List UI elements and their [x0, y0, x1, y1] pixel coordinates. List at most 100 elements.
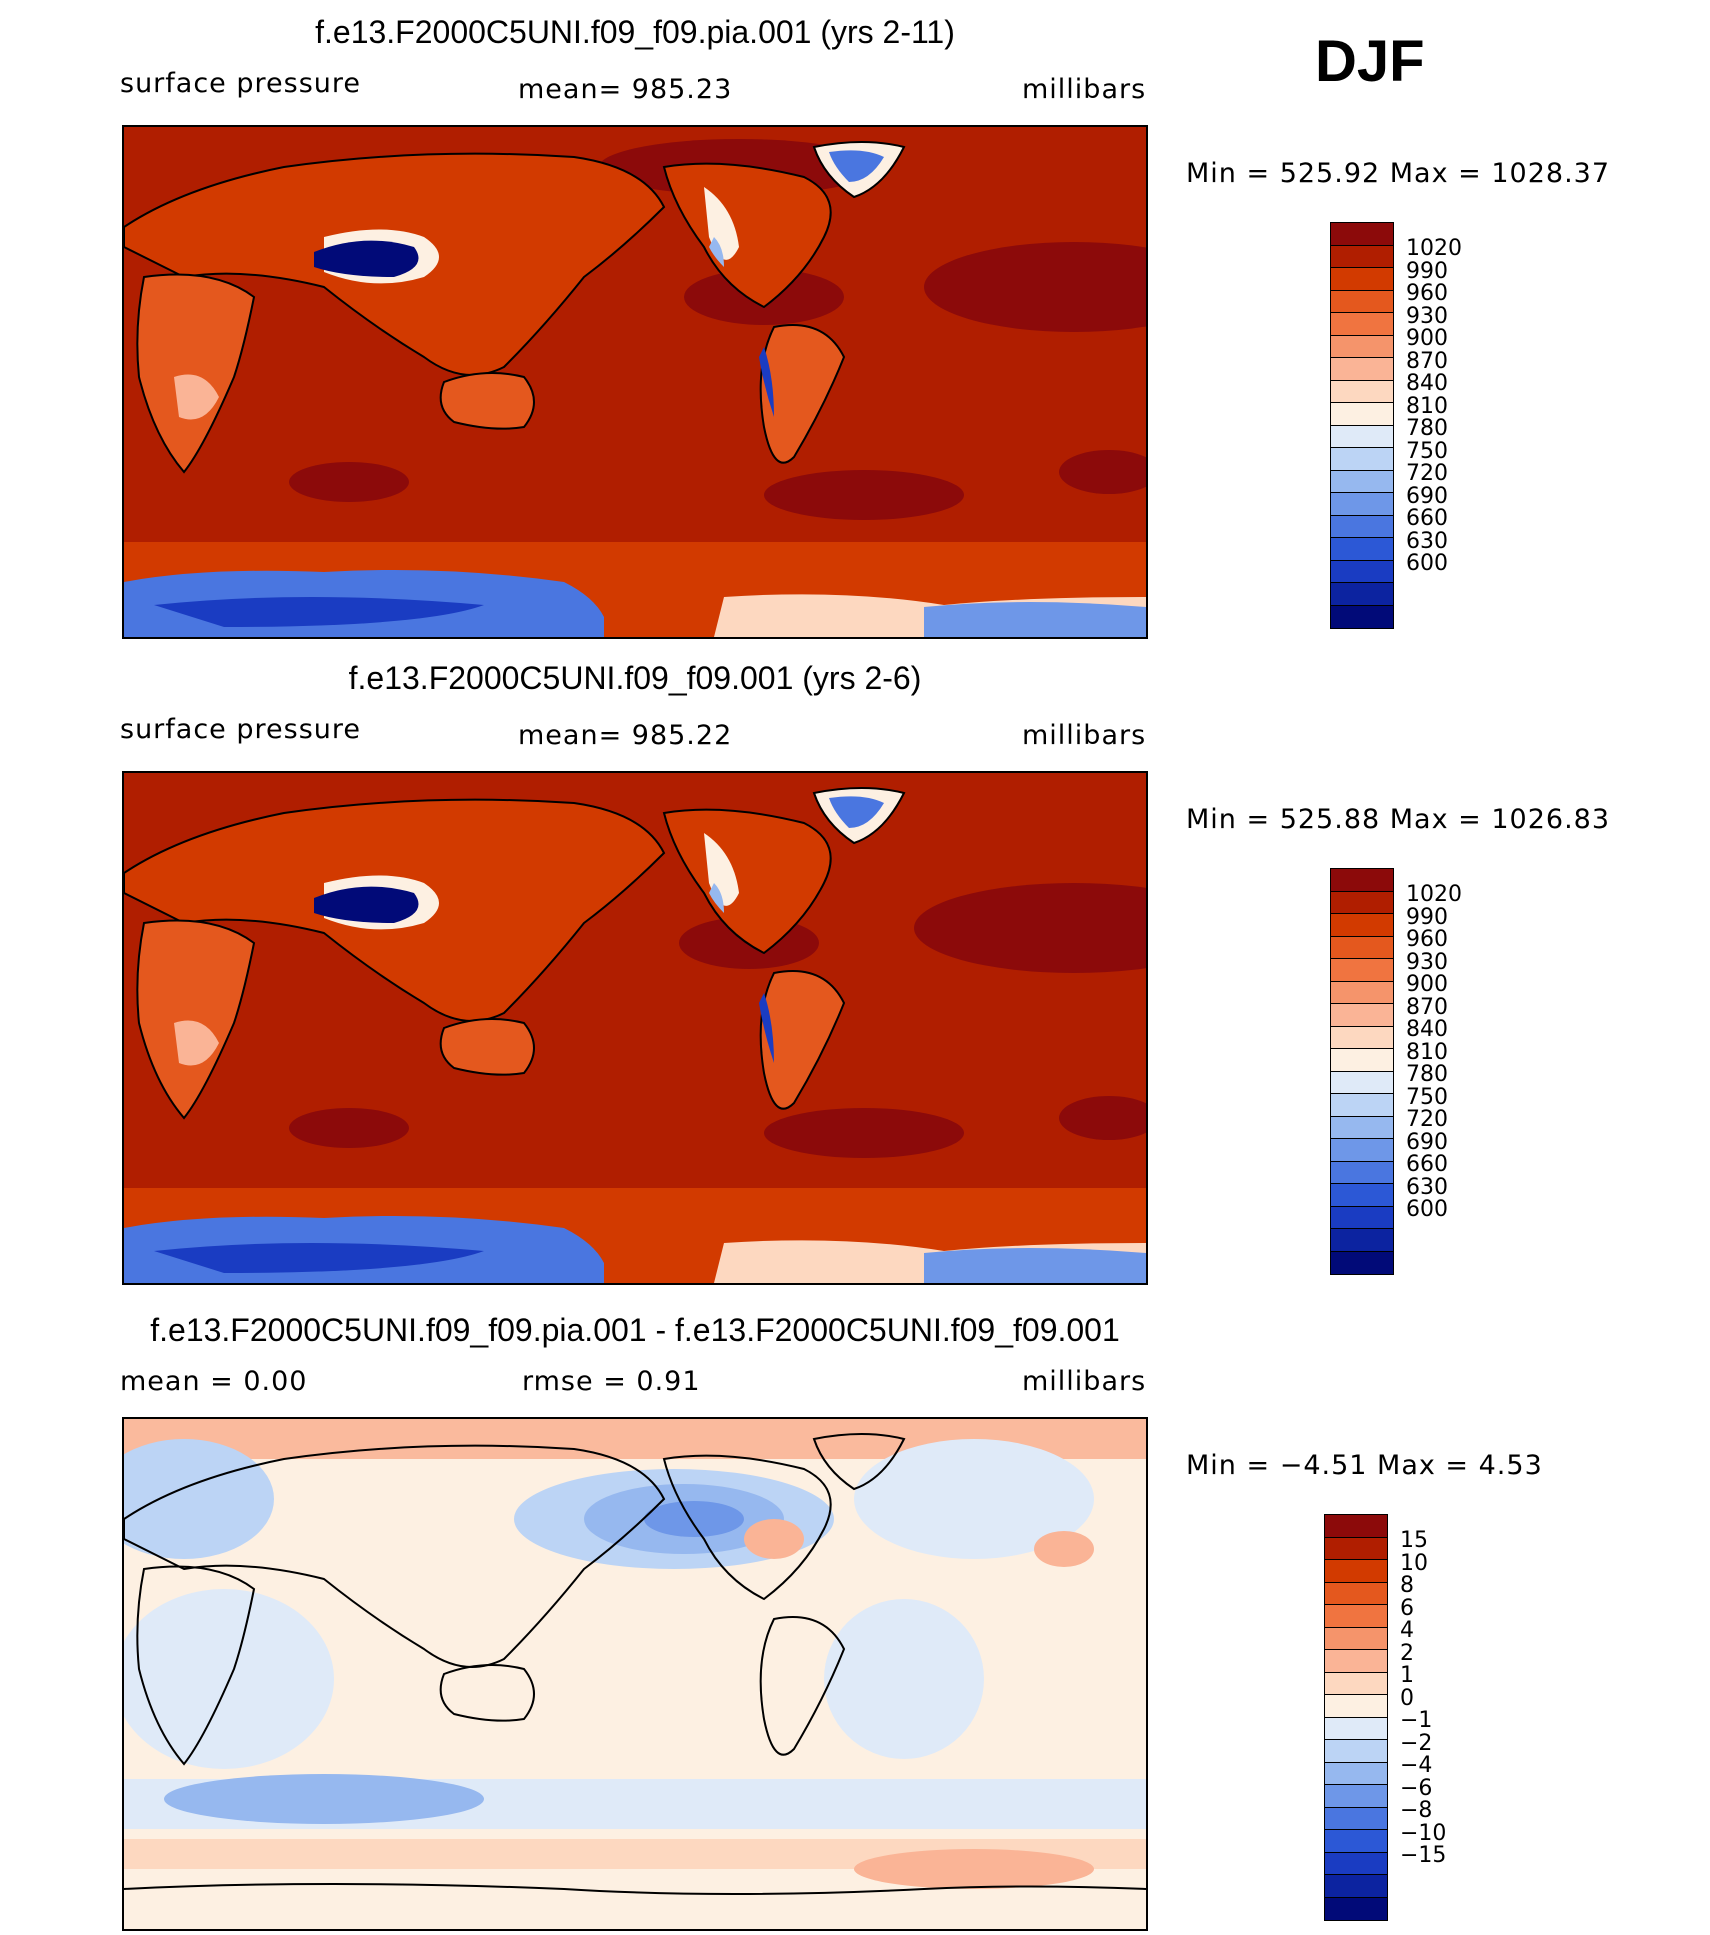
africa-highlands [174, 1020, 219, 1066]
north-america-positive [744, 1519, 804, 1559]
colorbar-tick-label: −10 [1400, 1820, 1447, 1846]
colorbar-tick-label: 990 [1406, 904, 1448, 930]
colorbar-swatch [1325, 1672, 1387, 1695]
south-america [759, 970, 846, 1110]
colorbar-swatch [1331, 223, 1393, 246]
colorbar-swatch [1331, 1161, 1393, 1184]
colorbar-swatch [1325, 1582, 1387, 1605]
colorbar-tick-label: 10 [1400, 1550, 1428, 1576]
antarctica-east-low [924, 602, 1146, 637]
africa [136, 273, 256, 474]
colorbar-swatch [1331, 1116, 1393, 1139]
colorbar-swatch [1331, 583, 1393, 606]
colorbar-swatch [1331, 290, 1393, 313]
colorbar-swatch [1325, 1897, 1387, 1920]
indian-high-cell [289, 462, 409, 502]
colorbar-tick-label: 750 [1406, 438, 1448, 464]
colorbar-tick-label: −15 [1400, 1843, 1447, 1868]
colorbar-tick-label: 8 [1400, 1573, 1414, 1598]
colorbar-tick-label: 600 [1406, 1197, 1448, 1222]
greenland-ice [829, 150, 884, 182]
panel-3-map [122, 1417, 1148, 1931]
colorbar-swatch [1331, 470, 1393, 493]
panel-1-title: f.e13.F2000C5UNI.f09_f09.pia.001 (yrs 2-… [315, 14, 955, 50]
colorbar-swatch [1325, 1695, 1387, 1718]
greenland-outline [812, 1433, 906, 1491]
panel-1-map [122, 125, 1148, 639]
colorbar-tick-label: −4 [1400, 1753, 1433, 1778]
colorbar-tick-label: 930 [1406, 949, 1448, 975]
panel-1-units-label: millibars [1022, 74, 1147, 105]
colorbar-tick-label: 630 [1406, 528, 1448, 554]
tibetan-plateau [314, 240, 419, 277]
colorbar-tick-label: 900 [1406, 326, 1448, 351]
panel-3-units-label: millibars [1022, 1366, 1147, 1397]
south-pacific-high-cell [764, 470, 964, 520]
colorbar-tick-label: 630 [1406, 1174, 1448, 1200]
antarctica-east-low [924, 1248, 1146, 1283]
colorbar-swatch [1331, 1049, 1393, 1072]
colorbar-swatch [1331, 380, 1393, 403]
panel-1-variable-label: surface pressure [120, 68, 361, 99]
colorbar-swatch [1331, 891, 1393, 914]
australia [439, 1018, 535, 1076]
colorbar-tick-label: 720 [1406, 1107, 1448, 1132]
colorbar-swatch [1331, 1139, 1393, 1162]
colorbar-tick-label: 960 [1406, 281, 1448, 306]
colorbar-swatch [1325, 1852, 1387, 1875]
europe-negative [124, 1439, 274, 1559]
colorbar-tick-label: 810 [1406, 1039, 1448, 1065]
colorbar-swatch [1325, 1650, 1387, 1673]
colorbar-tick-label: 780 [1406, 416, 1448, 441]
colorbar-swatch [1325, 1605, 1387, 1628]
colorbar-swatch [1331, 1026, 1393, 1049]
colorbar-tick-label: −8 [1400, 1798, 1433, 1823]
colorbar-swatch [1331, 1251, 1393, 1274]
southern-indian-negative [164, 1774, 484, 1824]
colorbar-tick-label: 930 [1406, 303, 1448, 329]
colorbar-swatch [1331, 245, 1393, 268]
colorbar-swatch [1325, 1537, 1387, 1560]
colorbar-tick-label: −6 [1400, 1775, 1433, 1801]
panel-3-title: f.e13.F2000C5UNI.f09_f09.pia.001 - f.e13… [150, 1312, 1120, 1348]
colorbar-tick-label: 660 [1406, 1152, 1448, 1177]
panel-2-map [122, 771, 1148, 1285]
colorbar-tick-label: 1020 [1406, 236, 1462, 261]
colorbar-tick-label: 870 [1406, 994, 1448, 1020]
colorbar-swatch [1331, 1184, 1393, 1207]
panel-3-colorbar [1324, 1514, 1388, 1921]
colorbar-swatch [1331, 1094, 1393, 1117]
colorbar-tick-label: −1 [1400, 1708, 1433, 1733]
south-atlantic-high-cell [1059, 1096, 1146, 1140]
andes [759, 347, 774, 417]
colorbar-tick-label: 780 [1406, 1062, 1448, 1087]
colorbar-swatch [1331, 538, 1393, 561]
colorbar-swatch [1325, 1807, 1387, 1830]
colorbar-swatch [1331, 869, 1393, 892]
eurasia-outline [124, 1444, 666, 1668]
panel-3-map-svg [124, 1419, 1146, 1929]
pacific-negative-core [644, 1501, 744, 1537]
colorbar-tick-label: 840 [1406, 371, 1448, 396]
colorbar-tick-label: 870 [1406, 348, 1448, 374]
panel-2-units-label: millibars [1022, 720, 1147, 751]
antarctica-deep [154, 1243, 484, 1273]
colorbar-swatch [1331, 1229, 1393, 1252]
colorbar-tick-label: 840 [1406, 1017, 1448, 1042]
colorbar-tick-label: 960 [1406, 927, 1448, 952]
south-america-negative [824, 1599, 984, 1759]
panel-2-colorbar [1330, 868, 1394, 1275]
colorbar-tick-label: 690 [1406, 1129, 1448, 1155]
colorbar-tick-label: 810 [1406, 393, 1448, 419]
south-atlantic-high-cell [1059, 450, 1146, 494]
colorbar-swatch [1331, 448, 1393, 471]
panel-1-mean-label: mean= 985.23 [518, 74, 733, 105]
panel-2-minmax: Min = 525.88 Max = 1026.83 [1186, 804, 1611, 835]
colorbar-swatch [1325, 1627, 1387, 1650]
panel-2-title: f.e13.F2000C5UNI.f09_f09.001 (yrs 2-6) [348, 660, 922, 696]
colorbar-swatch [1325, 1717, 1387, 1740]
andes [759, 993, 774, 1063]
colorbar-tick-label: 6 [1400, 1595, 1414, 1621]
colorbar-tick-label: 1020 [1406, 882, 1462, 907]
colorbar-tick-label: 990 [1406, 258, 1448, 284]
